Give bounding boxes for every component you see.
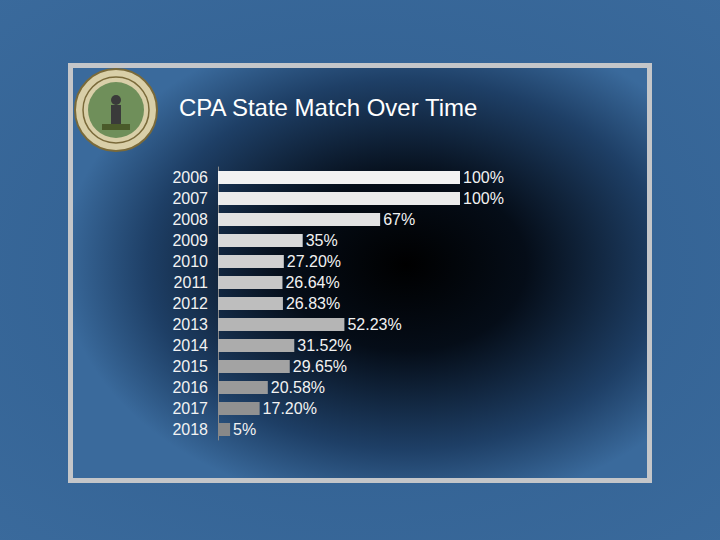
svg-text:26.83%: 26.83% <box>286 295 340 312</box>
svg-text:67%: 67% <box>383 211 415 228</box>
svg-text:2009: 2009 <box>172 232 208 249</box>
svg-text:2015: 2015 <box>172 358 208 375</box>
svg-text:5%: 5% <box>233 421 256 438</box>
svg-text:2006: 2006 <box>172 169 208 186</box>
svg-text:31.52%: 31.52% <box>297 337 351 354</box>
svg-text:100%: 100% <box>463 169 504 186</box>
svg-text:27.20%: 27.20% <box>287 253 341 270</box>
svg-text:100%: 100% <box>463 190 504 207</box>
svg-text:29.65%: 29.65% <box>293 358 347 375</box>
svg-text:17.20%: 17.20% <box>263 400 317 417</box>
svg-text:2007: 2007 <box>172 190 208 207</box>
svg-text:CPA State Match Over Time: CPA State Match Over Time <box>179 94 477 121</box>
svg-text:2013: 2013 <box>172 316 208 333</box>
svg-text:2011: 2011 <box>174 274 209 291</box>
svg-text:2018: 2018 <box>172 421 208 438</box>
svg-text:2012: 2012 <box>172 295 208 312</box>
svg-text:35%: 35% <box>306 232 338 249</box>
svg-text:26.64%: 26.64% <box>285 274 339 291</box>
svg-text:2014: 2014 <box>172 337 208 354</box>
svg-text:2017: 2017 <box>172 400 208 417</box>
svg-text:2008: 2008 <box>172 211 208 228</box>
svg-text:20.58%: 20.58% <box>271 379 325 396</box>
svg-text:2010: 2010 <box>172 253 208 270</box>
svg-text:2016: 2016 <box>172 379 208 396</box>
svg-text:52.23%: 52.23% <box>347 316 401 333</box>
